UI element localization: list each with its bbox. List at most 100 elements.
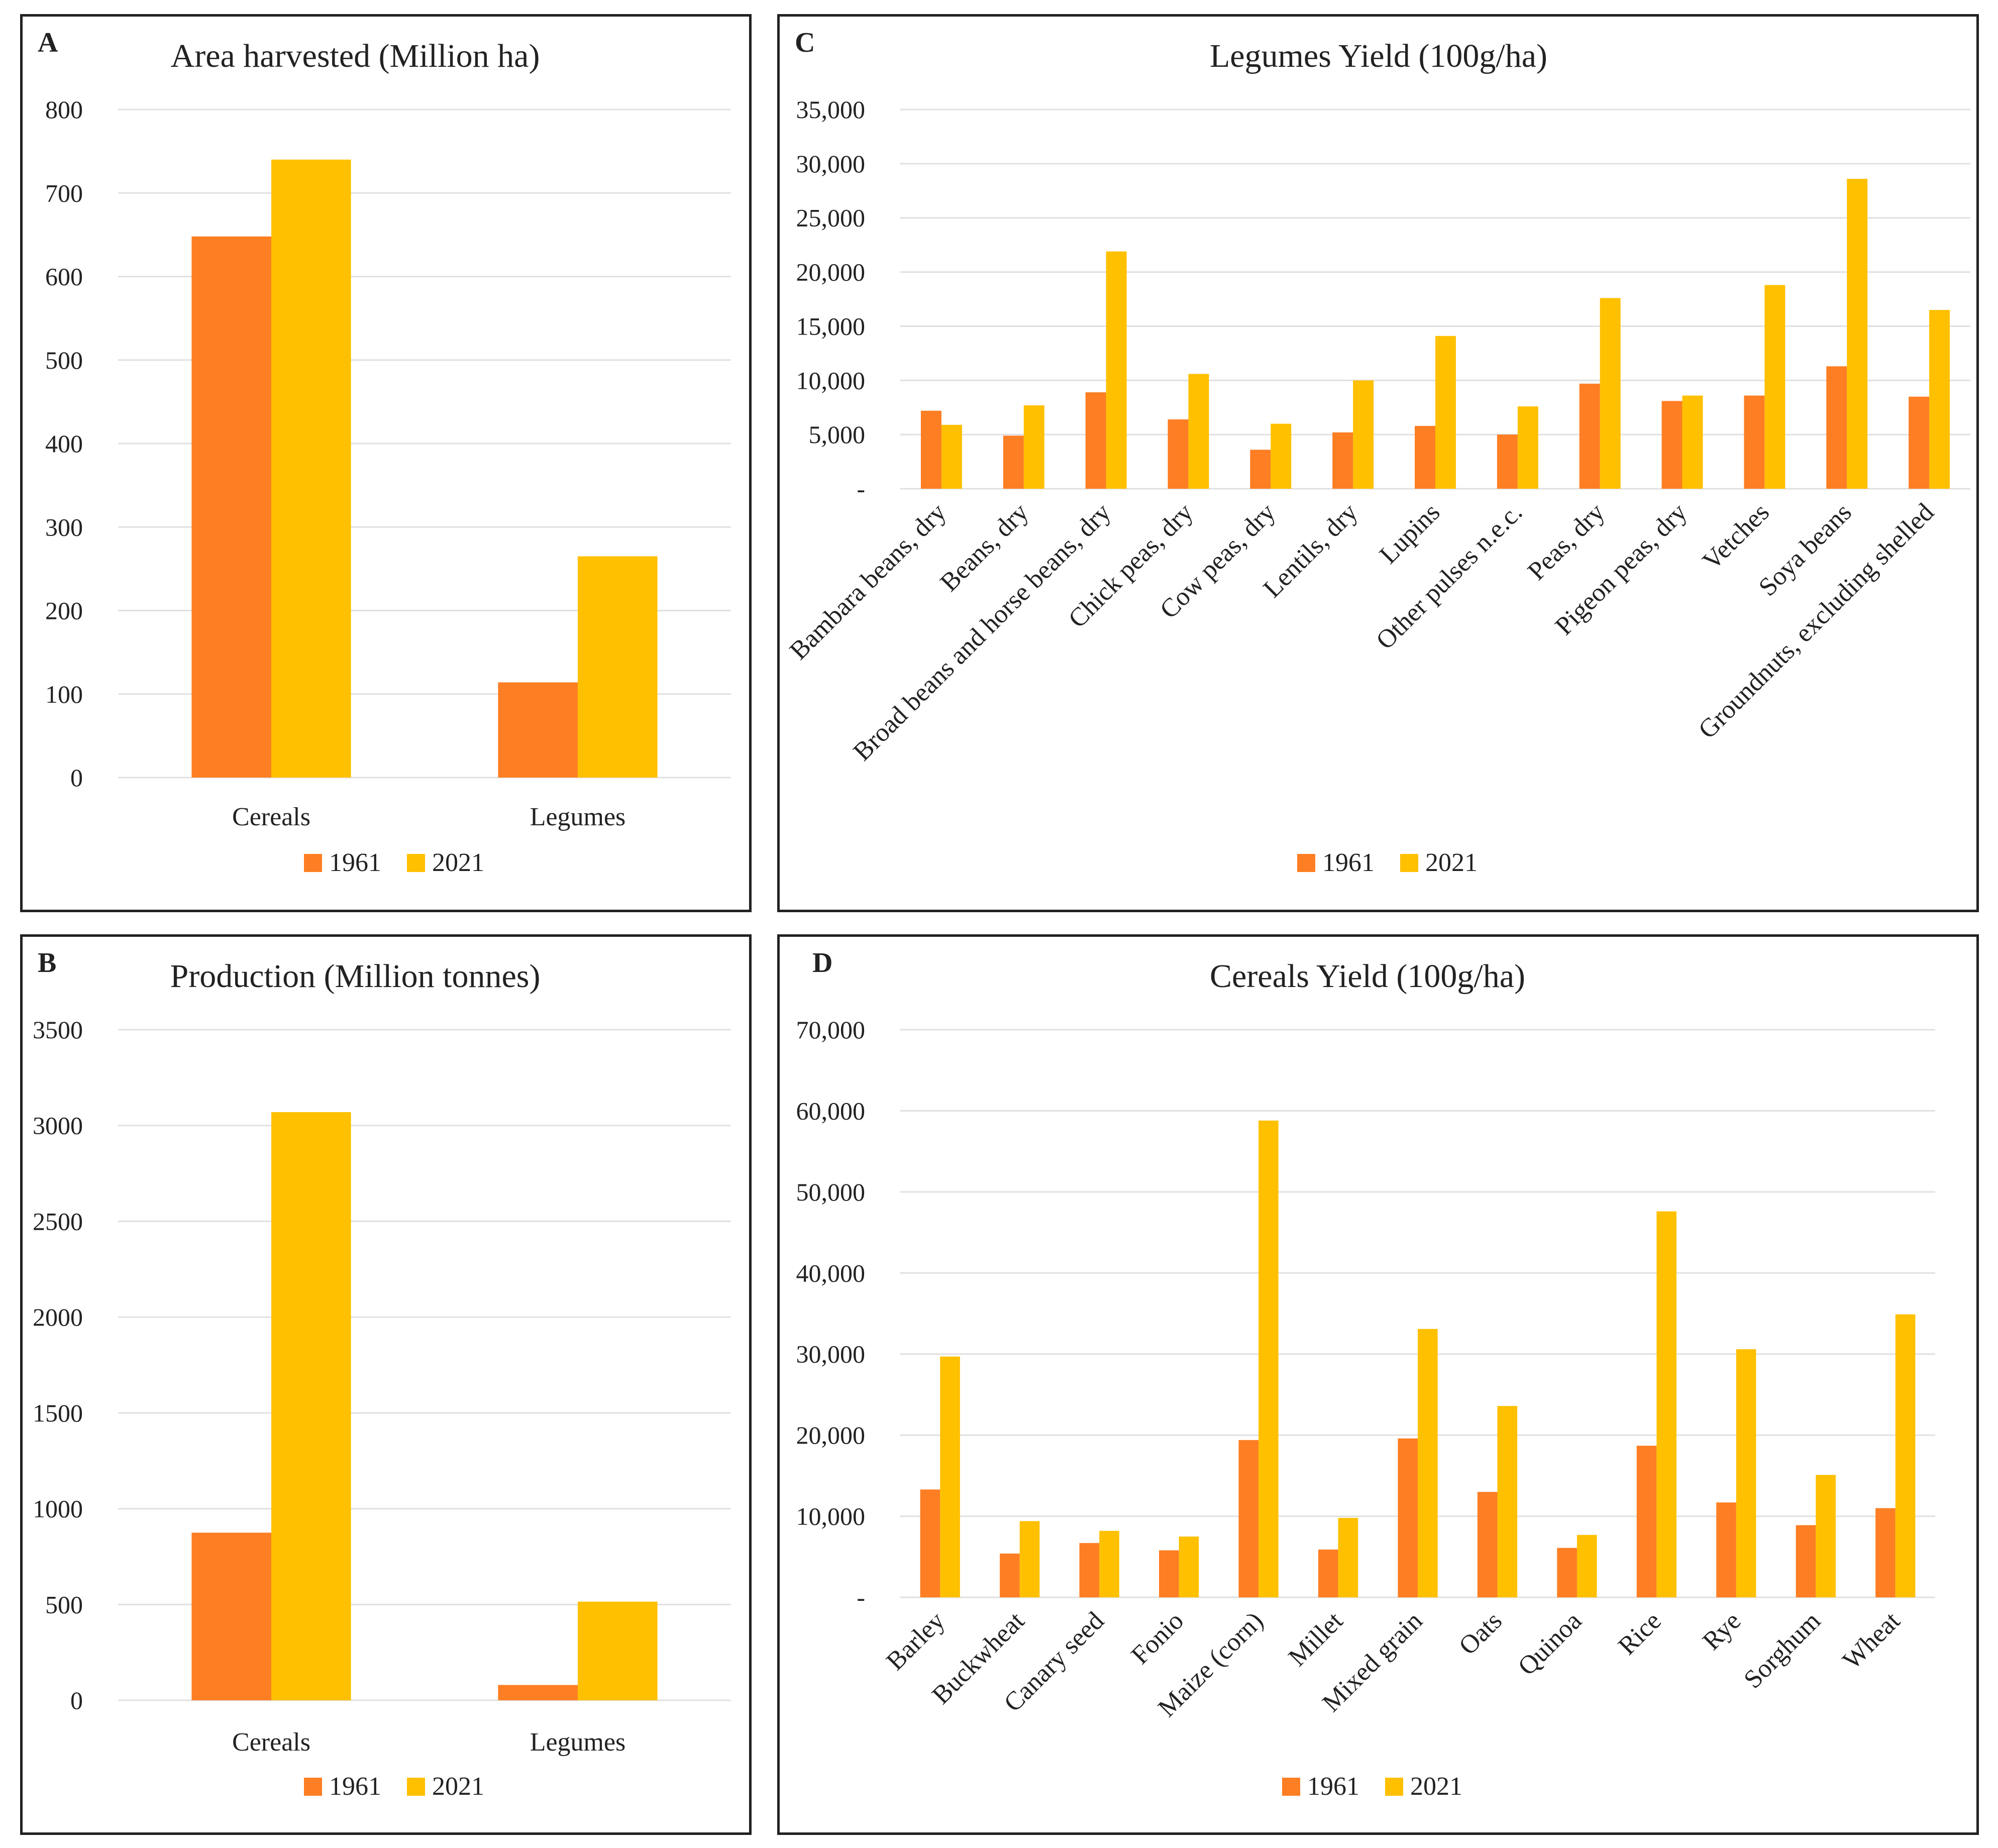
bar-2021	[1929, 310, 1950, 489]
bar-2021	[1764, 285, 1785, 489]
chart-title: Legumes Yield (100g/ha)	[1210, 38, 1547, 74]
panel-c: C Legumes Yield (100g/ha) - 5,000 10,000 15…	[777, 14, 1979, 912]
x-tick-label: Other pulses n.e.c.	[1371, 498, 1528, 655]
bar-1961	[1159, 1550, 1179, 1597]
bar-1961	[1085, 392, 1106, 489]
chart-title: Area harvested (Million ha)	[171, 38, 540, 74]
y-tick-label: 2500	[33, 1207, 83, 1235]
x-tick-label: Millet	[1283, 1606, 1349, 1672]
x-tick-label: Rice	[1613, 1606, 1667, 1661]
x-tick-label: Legumes	[530, 803, 626, 831]
chart-b: B Production (Million tonnes) 0 500 1000 15…	[33, 947, 731, 1801]
x-tick-label: Quinoa	[1513, 1606, 1588, 1681]
y-tick-label: 0	[70, 1686, 83, 1714]
legend-label: 1961	[1322, 848, 1375, 877]
bar-2021	[1099, 1531, 1119, 1597]
bar-2021	[1600, 298, 1621, 489]
bar-1961	[1332, 432, 1353, 489]
bar-1961	[1875, 1508, 1896, 1597]
bar-1961	[1079, 1543, 1100, 1597]
y-tick-label: 3000	[33, 1112, 83, 1140]
bar-1961	[1661, 401, 1682, 489]
bar-1961	[1477, 1492, 1498, 1597]
y-tick-label: 30,000	[796, 150, 866, 178]
legend-label: 2021	[432, 848, 484, 877]
bar-2021	[1816, 1475, 1836, 1597]
bar-2021	[1258, 1120, 1279, 1597]
y-tick-label: 2000	[33, 1303, 83, 1331]
x-tick-label: Cereals	[232, 803, 310, 831]
bar-1961	[498, 1685, 578, 1700]
bar-1961	[920, 410, 941, 489]
y-tick-label: 1500	[33, 1399, 83, 1427]
bar-1961	[920, 1489, 940, 1597]
chart-a: A Area harvested (Million ha) 0 100 200 300…	[38, 27, 731, 877]
legend-label: 2021	[1410, 1772, 1462, 1801]
bar-2021	[271, 159, 351, 778]
bar-1961	[1238, 1440, 1259, 1597]
y-tick-label: 300	[45, 513, 83, 541]
legend-label: 1961	[329, 848, 381, 877]
bar-1961	[1250, 450, 1271, 489]
panel-letter: D	[812, 947, 832, 979]
chart-d: D Cereals Yield (100g/ha) - 10,000 20,000 3…	[796, 947, 1935, 1801]
bar-1961	[1415, 425, 1435, 489]
y-tick-label: 30,000	[796, 1340, 866, 1368]
y-tick-label: 400	[45, 429, 83, 458]
chart-title: Cereals Yield (100g/ha)	[1210, 958, 1525, 995]
bar-2021	[578, 1601, 658, 1700]
bar-1961	[1318, 1549, 1338, 1597]
y-tick-label: 5,000	[809, 420, 866, 449]
y-tick-label: 10,000	[796, 1502, 866, 1531]
bar-1961	[1826, 366, 1847, 489]
y-tick-label: 800	[45, 95, 83, 124]
y-tick-label: 15,000	[796, 312, 866, 340]
bar-1961	[1716, 1502, 1736, 1597]
y-tick-label: 3500	[33, 1016, 83, 1044]
bar-2021	[1497, 1406, 1518, 1597]
bar-2021	[1353, 380, 1374, 489]
bar-2021	[1682, 395, 1703, 489]
legend-swatch-2021	[407, 854, 425, 872]
bar-2021	[1179, 1536, 1199, 1597]
bar-2021	[1271, 423, 1292, 489]
y-tick-label: 1000	[33, 1495, 83, 1523]
bar-2021	[1517, 406, 1538, 489]
bar-1961	[1909, 396, 1930, 489]
bar-2021	[940, 1356, 960, 1597]
x-tick-label: Wheat	[1837, 1606, 1906, 1675]
bar-1961	[1497, 434, 1518, 489]
panel-letter: B	[38, 947, 56, 979]
x-tick-label: Legumes	[530, 1728, 626, 1757]
y-tick-label: 20,000	[796, 1421, 866, 1449]
bar-2021	[1106, 251, 1127, 489]
x-tick-label: Oats	[1453, 1606, 1508, 1661]
bar-2021	[1418, 1329, 1438, 1597]
legend-label: 2021	[432, 1772, 484, 1801]
bar-1961	[191, 236, 271, 778]
y-tick-label: -	[857, 475, 865, 503]
panel-d: D Cereals Yield (100g/ha) - 10,000 20,000 3…	[777, 934, 1979, 1835]
chart-c: C Legumes Yield (100g/ha) - 5,000 10,000 15…	[784, 27, 1970, 877]
x-tick-label: Lupins	[1374, 498, 1445, 569]
bar-1961	[498, 682, 578, 778]
legend-label: 1961	[329, 1772, 381, 1801]
x-tick-label: Bambara beans, dry	[784, 498, 952, 665]
bar-2021	[578, 556, 658, 778]
bar-2021	[1338, 1517, 1358, 1597]
x-tick-label: Sorghum	[1738, 1606, 1826, 1694]
y-tick-label: 40,000	[796, 1259, 866, 1287]
legend-swatch-1961	[1282, 1778, 1300, 1796]
bar-2021	[1576, 1535, 1597, 1597]
y-tick-label: 500	[45, 1590, 83, 1618]
bar-1961	[1579, 383, 1600, 489]
legend-swatch-1961	[304, 1778, 322, 1796]
bar-2021	[1847, 179, 1868, 489]
x-tick-label: Rye	[1697, 1606, 1746, 1656]
bar-2021	[1188, 374, 1209, 489]
panel-letter: A	[38, 27, 58, 58]
bar-2021	[1435, 336, 1456, 489]
legend-label: 2021	[1425, 848, 1478, 877]
x-tick-label: Cereals	[232, 1728, 310, 1757]
bar-2021	[1895, 1314, 1916, 1597]
